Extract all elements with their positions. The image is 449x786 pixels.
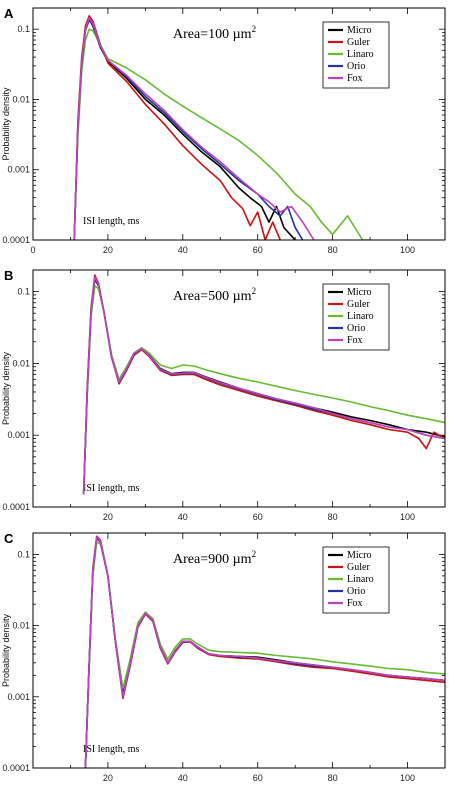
panel-letter: A — [4, 6, 14, 21]
panel-c: C 0.0001 0.001 0.01 0.1 20 40 60 80 100 Probabilit… — [1, 531, 446, 783]
legend-label-guler: Guler — [347, 562, 370, 573]
area-annotation-text: Area=900 µm — [173, 552, 252, 567]
plot-frame — [32, 532, 446, 769]
series-line-fox — [82, 276, 445, 495]
series-line-orio — [73, 19, 304, 240]
y-tick-label: 0.01 — [12, 358, 30, 368]
x-tick-label: 80 — [328, 773, 338, 783]
series-group — [82, 274, 445, 495]
x-tick-label: 40 — [178, 512, 188, 522]
y-tick-label: 0.0001 — [2, 763, 30, 773]
series-line-linaro — [82, 285, 445, 495]
x-tick-label: 40 — [178, 773, 188, 783]
plot-frame — [32, 269, 446, 508]
area-annotation-sup: 2 — [252, 24, 257, 34]
series-line-linaro — [84, 541, 445, 768]
panel-letter: C — [4, 531, 14, 546]
series-line-fox — [73, 17, 315, 240]
legend-label-fox: Fox — [347, 335, 363, 346]
series-line-guler — [84, 535, 445, 768]
x-axis-label: ISI length, ms — [83, 216, 139, 227]
x-tick-label: 0 — [30, 245, 35, 255]
y-tick-label: 0.1 — [17, 549, 30, 559]
legend-label-guler: Guler — [347, 37, 370, 48]
x-tick-label: 20 — [103, 512, 113, 522]
series-line-micro — [73, 18, 296, 240]
legend-label-micro: Micro — [347, 287, 371, 298]
legend-label-fox: Fox — [347, 73, 363, 84]
series-line-orio — [84, 536, 445, 768]
y-tick-label: 0.0001 — [2, 502, 30, 512]
x-tick-label: 20 — [103, 773, 113, 783]
panel-a: A 0.0001 0.001 0.01 0.1 0 20 40 60 80 100 Probabili… — [1, 6, 446, 255]
y-tick-label: 0.001 — [7, 692, 30, 702]
legend-label-orio: Orio — [347, 61, 365, 72]
panel-letter: B — [4, 268, 13, 283]
x-tick-label: 100 — [400, 773, 415, 783]
x-tick-label: 100 — [400, 512, 415, 522]
area-annotation: Area=900 µm2 — [173, 549, 256, 567]
area-annotation: Area=500 µm2 — [173, 286, 256, 304]
legend-label-orio: Orio — [347, 323, 365, 334]
y-axis-label: Probability density — [1, 87, 11, 161]
y-tick-label: 0.001 — [7, 430, 30, 440]
x-tick-label: 20 — [103, 245, 113, 255]
y-axis-label: Probability density — [1, 613, 11, 687]
x-tick-label: 40 — [178, 245, 188, 255]
y-tick-label: 0.0001 — [2, 235, 30, 245]
area-annotation-text: Area=100 µm — [173, 27, 252, 42]
y-tick-label: 0.1 — [17, 287, 30, 297]
series-group — [73, 15, 371, 240]
area-annotation-text: Area=500 µm — [173, 289, 252, 304]
x-tick-label: 80 — [328, 512, 338, 522]
y-tick-label: 0.01 — [12, 621, 30, 631]
area-annotation-sup: 2 — [252, 286, 257, 296]
x-tick-label: 60 — [253, 512, 263, 522]
legend-label-linaro: Linaro — [347, 574, 374, 585]
y-tick-label: 0.001 — [7, 165, 30, 175]
area-annotation-sup: 2 — [252, 549, 257, 559]
x-tick-label: 60 — [253, 245, 263, 255]
panel-b: B 0.0001 0.001 0.01 0.1 20 40 60 80 100 Probabilit… — [1, 268, 446, 522]
x-axis-label: ISI length, ms — [83, 744, 139, 755]
series-line-fox — [84, 536, 445, 768]
series-line-guler — [82, 274, 445, 495]
series-group — [84, 535, 445, 768]
series-line-micro — [82, 278, 445, 495]
legend-label-orio: Orio — [347, 586, 365, 597]
legend-label-fox: Fox — [347, 598, 363, 609]
area-annotation: Area=100 µm2 — [173, 24, 256, 42]
legend-label-linaro: Linaro — [347, 49, 374, 60]
series-line-micro — [84, 537, 445, 768]
plot-frame — [32, 7, 446, 241]
x-tick-label: 80 — [328, 245, 338, 255]
legend-label-guler: Guler — [347, 299, 370, 310]
legend-label-linaro: Linaro — [347, 311, 374, 322]
x-tick-label: 100 — [400, 245, 415, 255]
x-axis-label: ISI length, ms — [83, 483, 139, 494]
legend-label-micro: Micro — [347, 550, 371, 561]
legend-label-micro: Micro — [347, 25, 371, 36]
y-tick-label: 0.01 — [12, 94, 30, 104]
y-axis-label: Probability density — [1, 351, 11, 425]
y-tick-label: 0.1 — [17, 24, 30, 34]
series-line-linaro — [73, 28, 371, 240]
x-tick-label: 60 — [253, 773, 263, 783]
series-line-orio — [82, 277, 445, 495]
series-line-guler — [73, 15, 281, 240]
